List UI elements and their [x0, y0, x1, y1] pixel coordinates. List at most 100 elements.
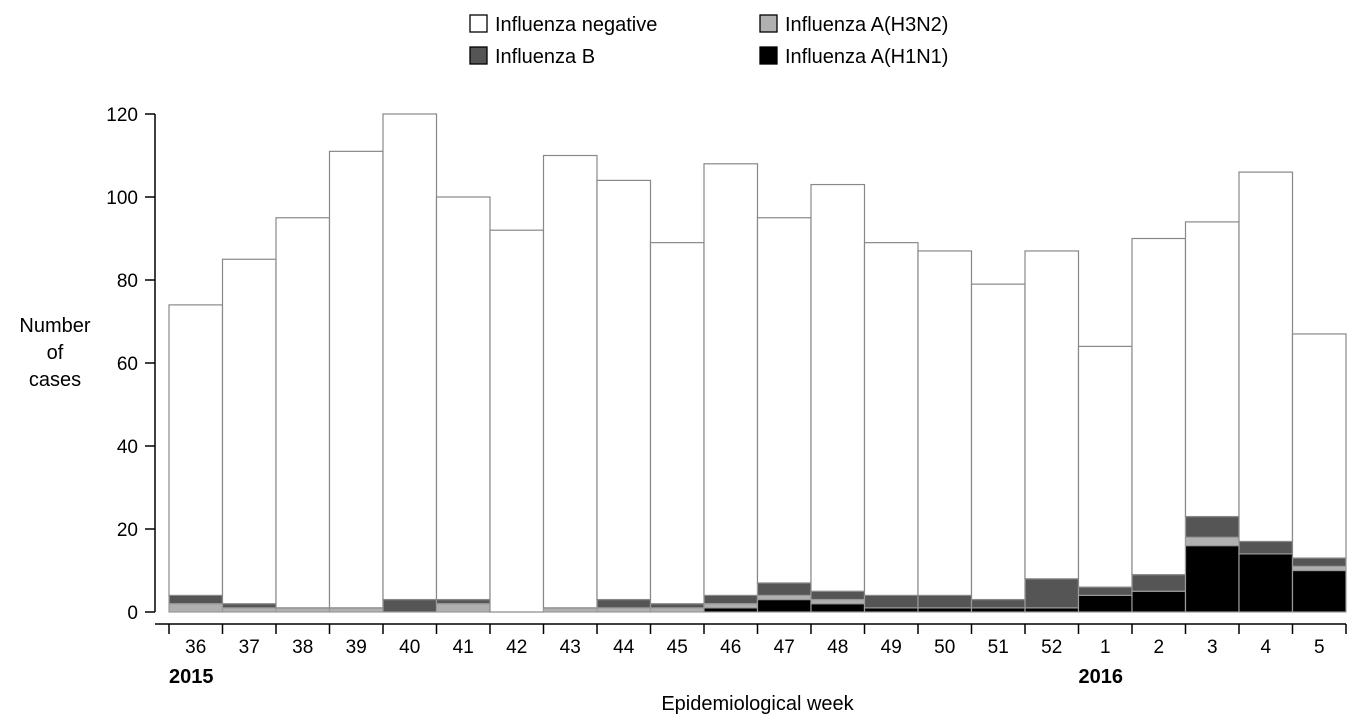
bar-segment-influenza-negative [649, 242, 705, 605]
x-tick-label: 1 [1100, 637, 1111, 658]
bar-segment-influenza-negative [863, 242, 919, 596]
bar-segment-influenza-a-h3n2 [649, 607, 705, 613]
y-tick-label: 60 [117, 354, 138, 375]
bar-segment-influenza-b [1077, 586, 1133, 596]
bar-segment-influenza-a-h1n1 [1077, 594, 1133, 613]
y-tick-label: 40 [117, 437, 138, 458]
x-tick-label: 48 [827, 637, 848, 658]
y-tick-label: 20 [117, 520, 138, 541]
bar-segment-influenza-a-h1n1 [1184, 544, 1240, 613]
y-tick-label: 120 [106, 105, 138, 126]
bar-segment-influenza-a-h1n1 [1238, 553, 1294, 613]
year-label: 2016 [1079, 666, 1124, 688]
bar-segment-influenza-a-h1n1 [756, 598, 812, 613]
bar-segment-influenza-a-h1n1 [917, 607, 973, 613]
bar-segment-influenza-negative [275, 217, 331, 609]
legend-swatch [759, 14, 778, 33]
bar-segment-influenza-negative [1131, 237, 1187, 576]
bar-segment-influenza-negative [917, 250, 973, 597]
bar-segment-influenza-negative [810, 183, 866, 592]
bar-segment-influenza-a-h3n2 [756, 594, 812, 601]
bar-segment-influenza-a-h3n2 [328, 607, 384, 613]
bar-segment-influenza-a-h3n2 [1184, 536, 1240, 547]
bar-segment-influenza-negative [756, 217, 812, 584]
legend-swatch [469, 46, 488, 65]
bar-segment-influenza-b [168, 594, 224, 605]
bar-segment-influenza-a-h1n1 [810, 603, 866, 613]
bar-segment-influenza-negative [596, 179, 652, 601]
bar-segment-influenza-negative [1238, 171, 1294, 543]
y-axis-label-line: of [47, 342, 64, 364]
bar-segment-influenza-negative [1024, 250, 1080, 580]
x-tick-label: 2 [1153, 637, 1164, 658]
x-tick-label: 50 [934, 637, 955, 658]
x-tick-label: 49 [881, 637, 902, 658]
y-tick-label: 100 [106, 188, 138, 209]
legend-label: Influenza negative [495, 14, 657, 36]
bar-segment-influenza-negative [489, 229, 545, 613]
x-tick-label: 3 [1207, 637, 1218, 658]
bar-segment-influenza-a-h1n1 [1131, 590, 1187, 613]
x-tick-label: 39 [346, 637, 367, 658]
x-axis: 36 37 38 39 40 41 42 43 44 45 46 47 48 49 50 51 52 1 2 3 4 52… [155, 623, 1347, 688]
bar-segment-influenza-negative [542, 154, 598, 609]
bar-segment-influenza-b [382, 598, 438, 613]
legend-label: Influenza B [495, 46, 595, 68]
bar-segment-influenza-a-h1n1 [970, 607, 1026, 613]
x-tick-label: 41 [453, 637, 474, 658]
bar-segment-influenza-b [917, 594, 973, 609]
bar-segment-influenza-b [970, 598, 1026, 609]
x-tick-label: 45 [667, 637, 688, 658]
bar-segment-influenza-a-h1n1 [703, 607, 759, 613]
bar-segment-influenza-negative [703, 163, 759, 597]
bar-segment-influenza-negative [970, 283, 1026, 601]
bar-segment-influenza-a-h1n1 [863, 607, 919, 613]
x-tick-label: 42 [506, 637, 527, 658]
y-axis-label-line: Number [19, 315, 90, 337]
x-tick-label: 4 [1260, 637, 1271, 658]
x-tick-label: 5 [1314, 637, 1325, 658]
x-tick-label: 51 [988, 637, 1009, 658]
bar-segment-influenza-b [703, 594, 759, 605]
bar-segment-influenza-a-h3n2 [435, 603, 491, 613]
bar-segment-influenza-b [756, 582, 812, 597]
legend-swatch [469, 14, 488, 33]
bar-segment-influenza-a-h1n1 [1291, 569, 1347, 613]
bar-segment-influenza-negative [1184, 221, 1240, 518]
bar-segment-influenza-a-h3n2 [221, 607, 277, 613]
bar-segment-influenza-b [1131, 574, 1187, 592]
bar-segment-influenza-a-h3n2 [1291, 565, 1347, 572]
x-tick-label: 44 [613, 637, 635, 658]
x-tick-label: 47 [774, 637, 795, 658]
legend-swatch [759, 46, 778, 65]
y-tick-label: 0 [127, 603, 138, 624]
y-tick-label: 80 [117, 271, 138, 292]
bar-segment-influenza-negative [1291, 333, 1347, 559]
bar-segment-influenza-a-h1n1 [1024, 607, 1080, 613]
bar-segment-influenza-b [1291, 557, 1347, 567]
x-axis-label: Epidemiological week [661, 693, 854, 715]
x-tick-label: 37 [239, 637, 260, 658]
bar-segment-influenza-negative [221, 258, 277, 605]
bar-segment-influenza-a-h3n2 [168, 603, 224, 613]
bar-segment-influenza-negative [1077, 345, 1133, 588]
x-tick-label: 40 [399, 637, 420, 658]
legend: Influenza negative Influenza A(H3N2) Influ… [469, 14, 948, 68]
bar-segment-influenza-negative [168, 304, 224, 596]
bars [168, 113, 1347, 613]
x-tick-label: 43 [560, 637, 581, 658]
bar-segment-influenza-b [1024, 578, 1080, 609]
legend-label: Influenza A(H1N1) [785, 46, 948, 68]
x-tick-label: 36 [185, 637, 206, 658]
bar-segment-influenza-b [649, 603, 705, 609]
bar-segment-influenza-negative [328, 150, 384, 609]
y-axis: 0 20 40 60 80 100 120 [106, 105, 156, 624]
bar-segment-influenza-a-h3n2 [703, 603, 759, 609]
year-label: 2015 [169, 666, 214, 688]
bar-segment-influenza-b [1184, 515, 1240, 538]
x-tick-label: 38 [292, 637, 313, 658]
bar-segment-influenza-b [1238, 540, 1294, 555]
legend-label: Influenza A(H3N2) [785, 14, 948, 36]
bar-segment-influenza-b [221, 603, 277, 609]
